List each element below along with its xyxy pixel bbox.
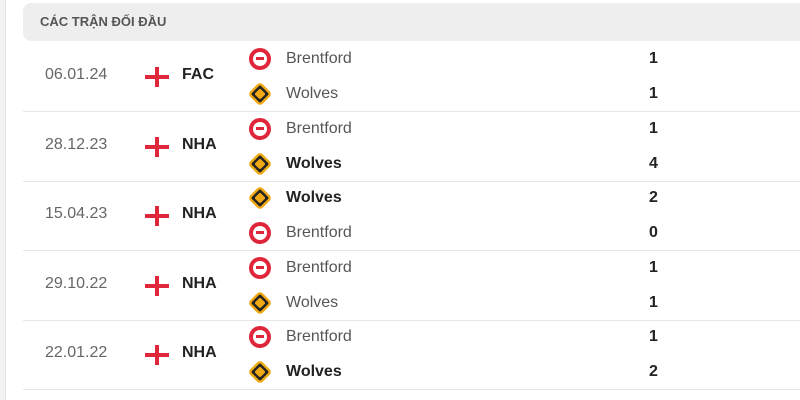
- team-name: Wolves: [286, 293, 339, 311]
- brentford-logo-icon: [249, 117, 271, 140]
- team-score: 0: [649, 224, 658, 241]
- match-date: 22.01.22: [45, 344, 108, 361]
- team-score: 2: [649, 363, 658, 380]
- match-date: 15.04.23: [45, 205, 108, 222]
- team-name: Wolves: [286, 85, 339, 102]
- team-line: Brentford 1: [249, 251, 800, 285]
- england-flag-icon: [145, 136, 169, 157]
- match-row[interactable]: 29.10.22 NHA Brentford 1 Wolves 1: [23, 251, 800, 321]
- team-name: Wolves: [286, 189, 342, 206]
- competition: NHA: [182, 205, 217, 222]
- team-line: Wolves 4: [247, 147, 800, 181]
- team-score: 1: [649, 258, 658, 276]
- wolves-logo-icon: [247, 81, 273, 107]
- match-row[interactable]: 28.12.23 NHA Brentford 1 Wolves 4: [23, 112, 800, 182]
- team-line: Wolves 2: [247, 181, 800, 215]
- team-score: 4: [649, 154, 658, 172]
- wolves-logo-icon: [247, 359, 273, 385]
- team-name: Brentford: [286, 119, 352, 137]
- team-name: Brentford: [286, 224, 352, 241]
- team-score: 2: [649, 189, 658, 206]
- competition: NHA: [182, 274, 217, 292]
- england-flag-icon: [145, 206, 169, 226]
- team-line: Wolves 1: [247, 286, 800, 320]
- team-score: 1: [649, 293, 658, 311]
- team-score: 1: [649, 119, 658, 137]
- england-flag-icon: [145, 345, 169, 365]
- england-flag-icon: [145, 275, 169, 296]
- team-line: Wolves 2: [247, 355, 800, 389]
- wolves-logo-icon: [247, 185, 273, 211]
- brentford-logo-icon: [249, 48, 271, 70]
- wolves-logo-icon: [247, 290, 273, 315]
- section-header: CÁC TRẬN ĐỐI ĐẦU: [23, 3, 800, 41]
- brentford-logo-icon: [249, 326, 271, 348]
- team-line: Brentford 0: [249, 216, 800, 250]
- team-score: 1: [649, 50, 658, 67]
- brentford-logo-icon: [249, 256, 271, 279]
- left-edge: [0, 0, 6, 400]
- team-name: Brentford: [286, 50, 352, 67]
- brentford-logo-icon: [249, 222, 271, 244]
- england-flag-icon: [145, 67, 169, 87]
- competition: NHA: [182, 344, 217, 361]
- competition: NHA: [182, 135, 217, 153]
- team-score: 1: [649, 328, 658, 345]
- match-row[interactable]: 22.01.22 NHA Brentford 1 Wolves 2: [23, 320, 800, 390]
- team-name: Wolves: [286, 363, 342, 380]
- team-score: 1: [649, 85, 658, 102]
- match-date: 29.10.22: [45, 274, 108, 292]
- team-line: Brentford 1: [249, 112, 800, 146]
- competition: FAC: [182, 66, 214, 83]
- team-line: Wolves 1: [247, 77, 800, 111]
- match-row[interactable]: 15.04.23 NHA Wolves 2 Brentford 0: [23, 181, 800, 251]
- team-line: Brentford 1: [249, 320, 800, 354]
- team-name: Brentford: [286, 328, 352, 345]
- team-name: Brentford: [286, 258, 352, 276]
- match-date: 06.01.24: [45, 66, 108, 83]
- team-line: Brentford 1: [249, 42, 800, 76]
- wolves-logo-icon: [247, 151, 273, 176]
- team-name: Wolves: [286, 154, 342, 172]
- match-row[interactable]: 06.01.24 FAC Brentford 1 Wolves 1: [23, 42, 800, 112]
- match-date: 28.12.23: [45, 135, 108, 153]
